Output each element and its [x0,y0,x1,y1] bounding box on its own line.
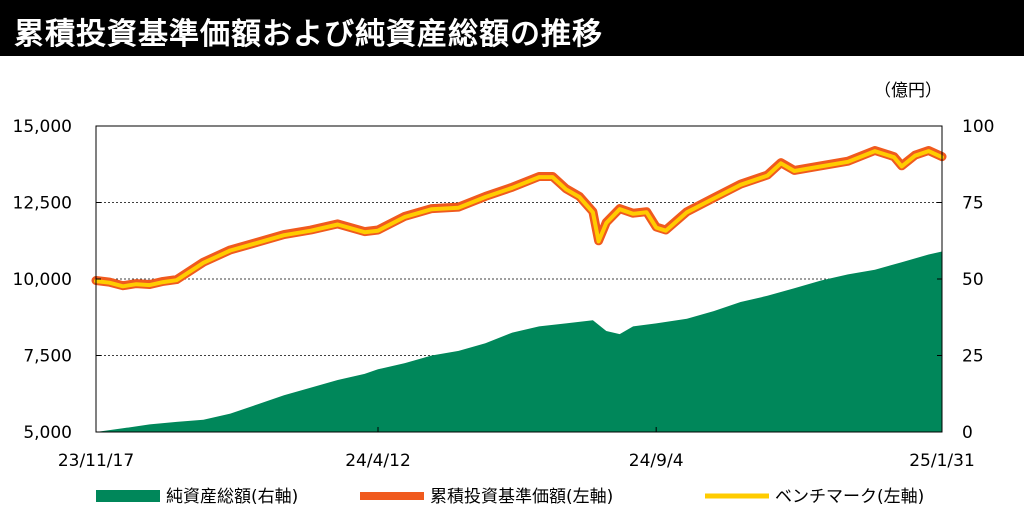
right-axis-tick-label: 50 [962,270,984,290]
x-axis-tick-label: 25/1/31 [909,451,975,471]
right-axis-tick-label: 25 [962,347,984,367]
left-axis-tick-label: 12,500 [13,194,72,214]
left-axis-tick-label: 15,000 [13,117,72,137]
legend: 純資産総額(右軸) 累積投資基準価額(左軸) ベンチマーク(左軸) [96,487,924,507]
x-axis-tick-label: 24/4/12 [345,451,411,471]
series-line-nav [91,146,947,291]
right-axis-unit-label: （億円） [874,81,942,101]
right-axis-ticks: 0 25 50 75 100 [937,117,994,443]
legend-item-nav-label: 累積投資基準価額(左軸) [430,487,613,507]
legend-item-net-assets-swatch [96,490,160,502]
line-layer [91,146,947,291]
legend-item-net-assets-label: 純資産総額(右軸) [166,487,298,507]
right-axis-tick-label: 0 [962,423,973,443]
series-line-benchmark [94,149,944,289]
chart-title: 累積投資基準価額および純資産総額の推移 [14,17,603,52]
series-area-net-assets [96,251,942,432]
x-axis-tick-label: 23/11/17 [58,451,134,471]
legend-item-benchmark-label: ベンチマーク(左軸) [775,487,924,507]
x-axis-ticks: 23/11/17 24/4/12 24/9/4 25/1/31 [58,427,975,471]
left-axis-tick-label: 7,500 [23,347,72,367]
area-layer [96,251,942,432]
title-bar: 累積投資基準価額および純資産総額の推移 [0,0,1024,56]
left-axis-tick-label: 5,000 [23,423,72,443]
left-axis-ticks: 5,000 7,500 10,000 12,500 15,000 [13,117,101,443]
right-axis-tick-label: 100 [962,117,994,137]
left-axis-tick-label: 10,000 [13,270,72,290]
right-axis-tick-label: 75 [962,194,984,214]
x-axis-tick-label: 24/9/4 [629,451,684,471]
